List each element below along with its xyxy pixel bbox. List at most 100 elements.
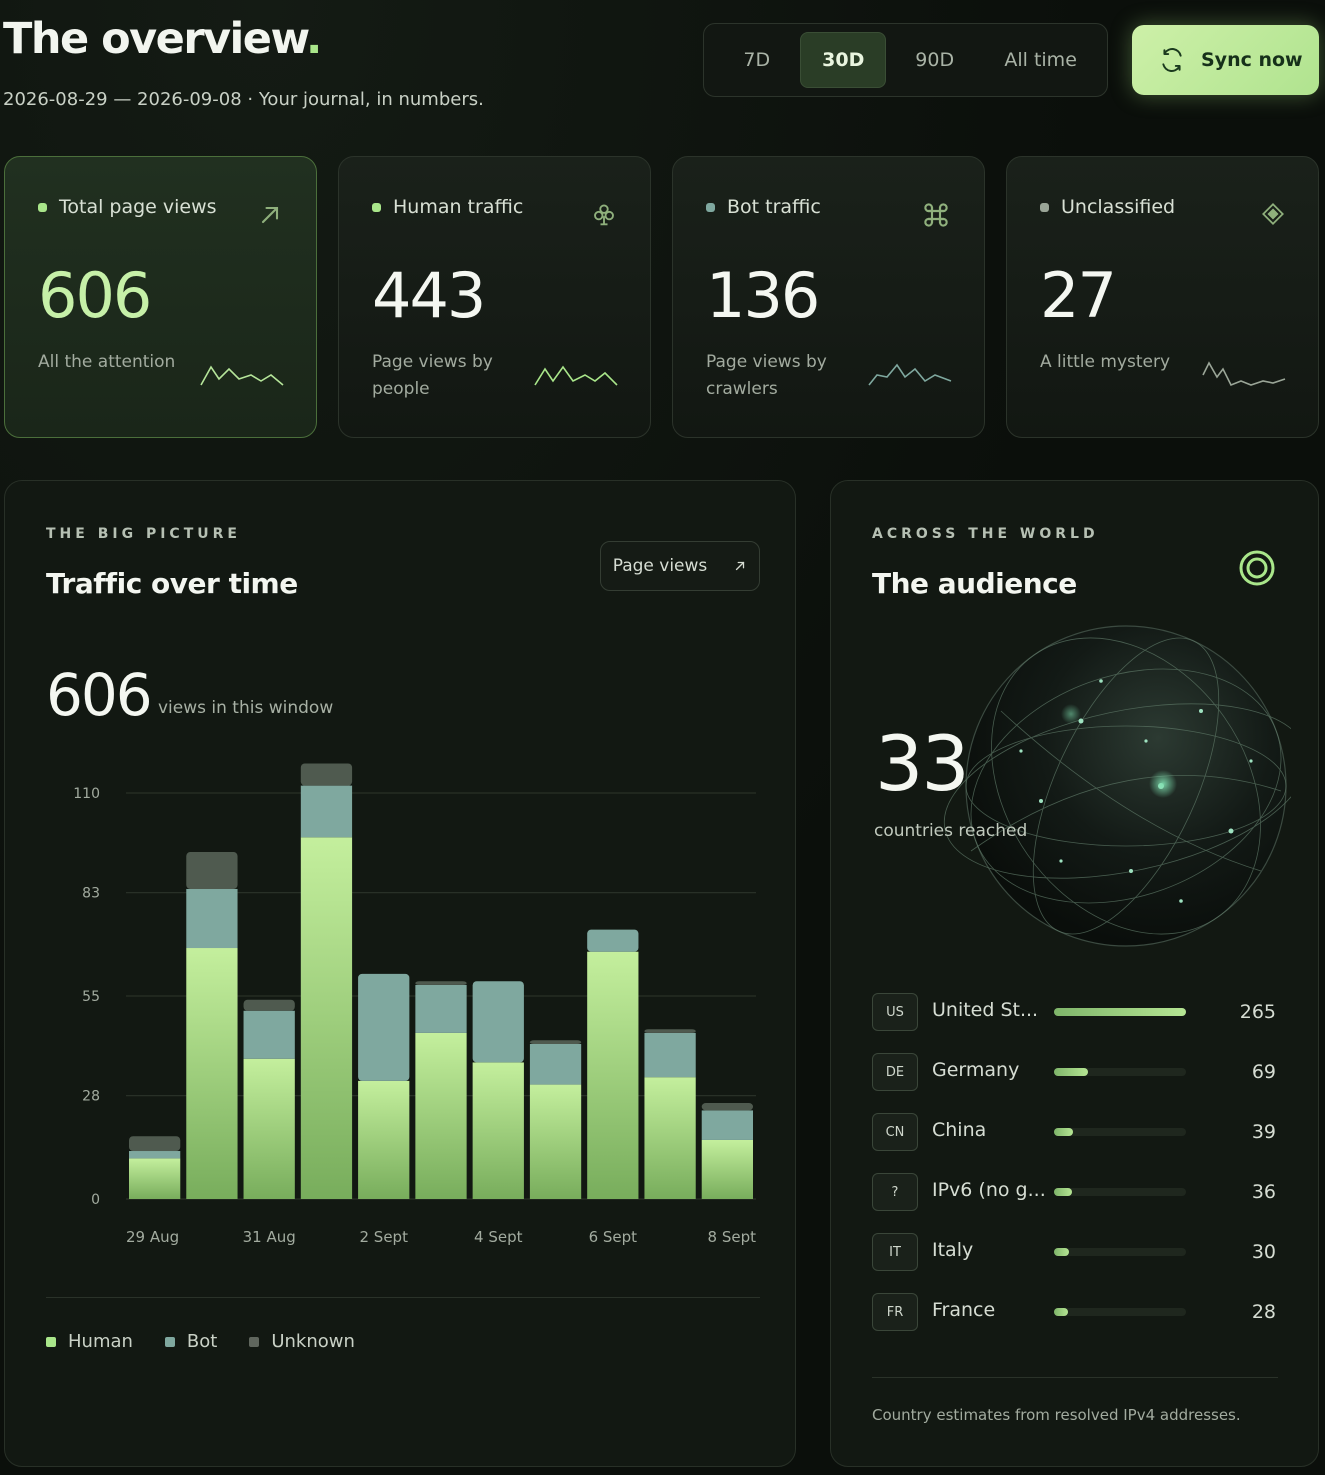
country-code-badge: DE: [872, 1053, 918, 1091]
bar-segment-unknown[interactable]: [644, 1029, 696, 1033]
bar-segment-human[interactable]: [529, 1084, 582, 1199]
bar-segment-human[interactable]: [587, 951, 639, 1199]
country-count: 30: [1251, 1241, 1276, 1263]
stat-value: 27: [1040, 259, 1117, 332]
bar-segment-unknown[interactable]: [243, 999, 295, 1011]
country-bar-fill: [1054, 1128, 1074, 1136]
arrow-up-right-icon: [261, 206, 279, 224]
sync-now-label: Sync now: [1201, 49, 1303, 71]
bar-segment-bot[interactable]: [186, 888, 238, 949]
bar-segment-human[interactable]: [415, 1032, 467, 1199]
stat-card-bot-traffic[interactable]: Bot traffic 136 Page views by crawlers: [672, 156, 985, 438]
y-tick-label: 28: [82, 1089, 100, 1105]
bar-segment-bot[interactable]: [587, 929, 639, 952]
bar-segment-bot[interactable]: [472, 981, 524, 1063]
country-bar-track: [1054, 1248, 1186, 1256]
footnote: Country estimates from resolved IPv4 add…: [872, 1406, 1241, 1424]
legend-item-bot: Bot: [164, 1331, 217, 1352]
bar-segment-bot[interactable]: [701, 1110, 753, 1140]
range-all-time-button[interactable]: All time: [1004, 49, 1077, 71]
stat-description: Page views by crawlers: [706, 352, 827, 399]
traffic-title: Traffic over time: [46, 567, 298, 600]
club-icon: [594, 204, 614, 226]
country-name: IPv6 (no g...: [932, 1179, 1046, 1201]
bar-segment-bot[interactable]: [300, 785, 353, 838]
stat-label: Bot traffic: [727, 196, 821, 218]
country-code-badge: CN: [872, 1113, 918, 1151]
y-tick-label: 110: [73, 786, 100, 802]
bar-segment-unknown[interactable]: [529, 1040, 582, 1044]
legend-item-human: Human: [46, 1331, 133, 1352]
target-icon[interactable]: [1238, 549, 1276, 587]
bar-segment-human[interactable]: [472, 1062, 524, 1199]
bar-segment-bot[interactable]: [129, 1151, 181, 1159]
country-bar-fill: [1054, 1188, 1072, 1196]
bar-segment-unknown[interactable]: [415, 981, 467, 985]
bar-segment-bot[interactable]: [415, 984, 467, 1033]
y-tick-label: 83: [82, 886, 100, 902]
country-name: United St...: [932, 999, 1039, 1021]
country-bar-fill: [1054, 1248, 1069, 1256]
bar-segment-unknown[interactable]: [186, 852, 238, 889]
stat-label: Unclassified: [1061, 196, 1176, 218]
bar-segment-human[interactable]: [701, 1139, 753, 1199]
bar-segment-bot[interactable]: [644, 1032, 696, 1078]
page-title: The overview.: [3, 14, 322, 64]
stat-value: 136: [706, 259, 820, 332]
bar-segment-unknown[interactable]: [701, 1103, 753, 1111]
x-tick-label: 29 Aug: [126, 1228, 179, 1246]
footnote-divider: [872, 1377, 1278, 1378]
bar-segment-bot[interactable]: [243, 1010, 295, 1059]
traffic-panel: THE BIG PICTURE Traffic over time Page v…: [4, 480, 796, 1467]
bar-segment-human[interactable]: [300, 837, 353, 1199]
x-tick-label: 31 Aug: [243, 1228, 296, 1246]
bar-segment-human[interactable]: [129, 1158, 181, 1199]
range-90d-button[interactable]: 90D: [915, 49, 955, 71]
country-count: 39: [1251, 1121, 1276, 1143]
sync-now-button[interactable]: Sync now: [1132, 25, 1319, 95]
range-7d-button[interactable]: 7D: [743, 49, 771, 71]
country-row[interactable]: IT Italy 30: [872, 1233, 1276, 1273]
page-subtitle: 2026-08-29 — 2026-09-08 · Your journal, …: [3, 89, 484, 110]
y-tick-label: 0: [91, 1192, 100, 1208]
legend-label: Unknown: [271, 1331, 355, 1352]
stat-card-unclassified[interactable]: Unclassified 27 A little mystery: [1006, 156, 1319, 438]
stat-card-human-traffic[interactable]: Human traffic 443 Page views by people: [338, 156, 651, 438]
country-row[interactable]: US United St... 265: [872, 993, 1276, 1033]
country-bar-track: [1054, 1308, 1186, 1316]
legend-item-unknown: Unknown: [249, 1331, 355, 1352]
page-views-metric-button[interactable]: Page views: [600, 541, 760, 591]
bar-segment-bot[interactable]: [529, 1043, 582, 1085]
country-row[interactable]: FR France 28: [872, 1293, 1276, 1333]
country-count: 265: [1239, 1001, 1276, 1023]
bar-segment-human[interactable]: [358, 1080, 410, 1199]
audience-title: The audience: [872, 567, 1077, 600]
sparkline: [868, 363, 952, 386]
stat-card-total-page-views[interactable]: Total page views 606 All the attention: [4, 156, 317, 438]
range-30d-button[interactable]: 30D: [800, 32, 887, 88]
stat-description: All the attention: [38, 352, 176, 372]
bar-segment-human[interactable]: [243, 1058, 295, 1199]
refresh-icon: [1162, 48, 1182, 72]
audience-panel: ACROSS THE WORLD The audience: [830, 480, 1319, 1467]
bar-segment-human[interactable]: [644, 1077, 696, 1199]
stat-description: A little mystery: [1040, 352, 1171, 372]
chart-legend: Human Bot Unknown: [46, 1331, 355, 1352]
country-row[interactable]: ? IPv6 (no g... 36: [872, 1173, 1276, 1213]
country-row[interactable]: DE Germany 69: [872, 1053, 1276, 1093]
x-tick-label: 2 Sept: [359, 1228, 408, 1246]
country-row[interactable]: CN China 39: [872, 1113, 1276, 1153]
country-name: France: [932, 1299, 996, 1321]
bar-segment-human[interactable]: [186, 948, 238, 1199]
countries-reached-caption: countries reached: [874, 821, 1028, 841]
sparkline: [1202, 361, 1286, 387]
country-bar-track: [1054, 1068, 1186, 1076]
total-views-caption: views in this window: [158, 698, 334, 718]
x-tick-label: 4 Sept: [474, 1228, 523, 1246]
bar-segment-unknown[interactable]: [129, 1136, 181, 1152]
countries-reached-value: 33: [875, 719, 970, 808]
sparkline: [534, 365, 618, 386]
bar-segment-bot[interactable]: [358, 973, 410, 1081]
country-count: 36: [1251, 1181, 1276, 1203]
bar-segment-unknown[interactable]: [300, 763, 353, 786]
